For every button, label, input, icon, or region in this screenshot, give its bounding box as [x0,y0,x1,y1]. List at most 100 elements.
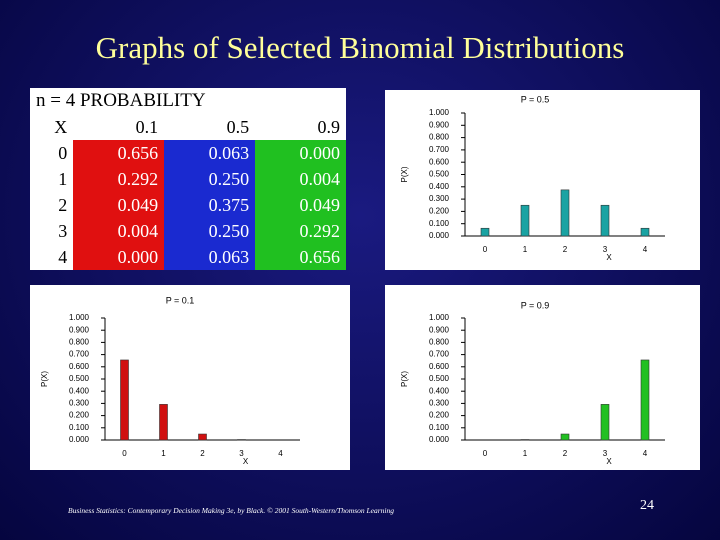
table-cell: 0.250 [164,218,256,244]
table-cell: 0.656 [73,140,165,166]
bar [480,227,490,237]
table-cell: 4 [58,246,68,267]
footer: Business Statistics: Contemporary Decisi… [68,506,395,515]
y-tick-label: 0.400 [69,386,90,395]
y-tick-label: 0.200 [429,411,450,420]
y-tick-label: 0.900 [429,325,450,334]
table-cell: 0.004 [255,166,346,192]
bar [600,404,610,441]
y-tick-label: 0.300 [429,194,450,203]
y-tick-label: 0.400 [429,386,450,395]
y-tick-label: 0.900 [429,120,450,129]
table-cell: 0.250 [164,166,256,192]
x-tick-label: 2 [563,449,568,458]
table-cell: 0.004 [73,218,165,244]
table-row: 4 0.000 0.063 0.656 [30,244,346,270]
bar [159,404,168,441]
x-tick-label: 0 [483,245,488,254]
y-tick-label: 0.700 [429,350,450,359]
bar [600,204,610,237]
y-tick-label: 0.100 [69,423,90,432]
y-tick-label: 0.600 [429,362,450,371]
x-tick-label: 3 [603,245,608,254]
y-tick-label: 0.500 [69,374,90,383]
table-cell: 0.292 [255,218,346,244]
y-tick-label: 1.000 [429,108,450,117]
chart-title: P = 0.1 [166,295,195,305]
bar [198,433,207,441]
bar [640,359,650,441]
x-tick-label: 0 [483,449,488,458]
bar [640,227,650,237]
y-tick-label: 0.000 [69,435,90,444]
y-tick-label: 0.200 [429,207,450,216]
table-cell: 3 [58,220,68,241]
y-tick-label: 0.000 [429,231,450,240]
table-cell: 2 [58,194,68,215]
x-tick-label: 2 [563,245,568,254]
x-tick-label: 1 [523,245,528,254]
y-tick-label: 0.500 [429,374,450,383]
y-axis-label: P(X) [400,371,409,387]
x-tick-label: 4 [643,245,648,254]
table-row: 0 0.656 0.063 0.000 [30,140,346,166]
y-axis-label: P(X) [40,371,49,387]
x-axis-label: X [606,253,612,262]
probability-table: n = 4 PROBABILITY X 0.1 0.5 0.9 0 0.656 0.063… [30,88,346,270]
table-cell: 0.063 [164,140,256,166]
y-tick-label: 0.300 [429,399,450,408]
y-tick-label: 0.000 [429,435,450,444]
table-cell: 1 [58,168,68,189]
y-tick-label: 0.800 [429,133,450,142]
x-axis-label: X [606,457,612,466]
y-tick-label: 0.700 [429,145,450,154]
table-cell: 0.049 [73,192,165,218]
y-tick-label: 0.700 [69,350,90,359]
y-tick-label: 0.800 [429,338,450,347]
x-tick-label: 1 [523,449,528,458]
table-cell: 0.000 [73,244,165,270]
x-tick-label: 3 [603,449,608,458]
y-tick-label: 0.400 [429,182,450,191]
y-tick-label: 0.100 [429,423,450,432]
y-tick-label: 0.300 [69,399,90,408]
table-row: 1 0.292 0.250 0.004 [30,166,346,192]
y-tick-label: 0.500 [429,170,450,179]
bar [560,433,570,441]
x-axis-label: X [243,457,249,466]
x-tick-label: 2 [200,449,205,458]
table-row: 2 0.049 0.375 0.049 [30,192,346,218]
x-tick-label: 0 [122,449,127,458]
table-cell: 0.375 [164,192,256,218]
table-cell: 0.049 [255,192,346,218]
x-tick-label: 1 [161,449,166,458]
chart-panel [385,90,700,270]
table-cell: 0.063 [164,244,256,270]
y-tick-label: 0.600 [429,157,450,166]
table-cell: 0.656 [255,244,346,270]
bar [520,204,530,237]
x-tick-label: 4 [278,449,283,458]
column-header: 0.1 [135,116,159,137]
bar [560,189,570,237]
y-tick-label: 1.000 [429,313,450,322]
table-cell: 0.000 [255,140,346,166]
table-cell: 0.292 [73,166,165,192]
y-tick-label: 0.900 [69,325,90,334]
y-tick-label: 0.200 [69,411,90,420]
x-tick-label: 3 [239,449,244,458]
y-axis-label: P(X) [400,166,409,182]
column-header: 0.9 [317,116,341,137]
y-tick-label: 0.600 [69,362,90,371]
table-cell: 0 [58,142,68,163]
x-tick-label: 4 [643,449,648,458]
bar [120,359,129,441]
y-tick-label: 1.000 [69,313,90,322]
table-row: 3 0.004 0.250 0.292 [30,218,346,244]
y-tick-label: 0.100 [429,219,450,228]
table-caption: n = 4 PROBABILITY [36,90,206,111]
chart-title: P = 0.5 [521,94,550,104]
page-number: 24 [640,498,654,513]
